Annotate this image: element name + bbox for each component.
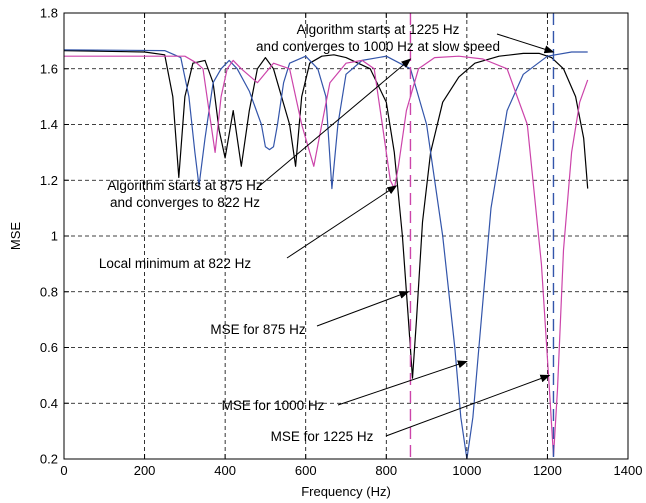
y-tick-label: 1 — [51, 229, 58, 244]
y-tick-label: 0.8 — [40, 284, 58, 299]
annotation-text: Algorithm starts at 875 Hz — [107, 178, 263, 193]
annotation-text: and converges to 1000 Hz at slow speed — [256, 39, 500, 54]
x-tick-label: 200 — [134, 463, 156, 478]
reference-lines — [409, 13, 555, 459]
axis-ticks: 0 200 400 600 800 1000 1200 1400 0.2 0.4 0.6 0.8 1 1.… — [40, 6, 643, 479]
annotation-arrow — [385, 374, 551, 437]
series-line-3 — [64, 55, 589, 457]
y-tick-label: 0.6 — [40, 340, 58, 355]
series-group — [64, 49, 589, 459]
x-tick-label: 1200 — [533, 463, 562, 478]
x-tick-label: 800 — [375, 463, 397, 478]
annotation-text: and converges to 822 Hz — [110, 195, 260, 210]
annotation-arrow — [337, 360, 468, 406]
x-tick-label: 1000 — [452, 463, 481, 478]
x-tick-label: 400 — [214, 463, 236, 478]
series-line-1 — [64, 50, 589, 379]
annotation-text: Algorithm starts at 1225 Hz — [297, 22, 460, 37]
annotation-arrow — [286, 185, 398, 259]
annotation-text: Local minimum at 822 Hz — [99, 256, 252, 271]
y-tick-label: 1.8 — [40, 6, 58, 21]
y-axis-label: MSE — [8, 222, 23, 251]
x-axis-label: Frequency (Hz) — [301, 484, 391, 499]
series-line-2 — [64, 49, 588, 459]
x-tick-label: 1400 — [614, 463, 643, 478]
annotation-arrow — [316, 291, 410, 327]
annotation-text: MSE for 1225 Hz — [271, 429, 374, 444]
y-tick-label: 1.6 — [40, 61, 58, 76]
annotation-arrow — [496, 33, 555, 54]
annotation-arrow — [256, 58, 412, 189]
annotations: Algorithm starts at 1225 Hz and converges… — [99, 22, 555, 444]
annotation-text: MSE for 1000 Hz — [222, 398, 325, 413]
y-tick-label: 1.4 — [40, 117, 58, 132]
gridlines — [64, 13, 628, 459]
annotation-text: MSE for 875 Hz — [210, 322, 306, 337]
x-tick-label: 600 — [295, 463, 317, 478]
y-tick-label: 0.2 — [40, 452, 58, 467]
x-tick-label: 0 — [60, 463, 67, 478]
y-tick-label: 1.2 — [40, 173, 58, 188]
y-tick-label: 0.4 — [40, 396, 58, 411]
